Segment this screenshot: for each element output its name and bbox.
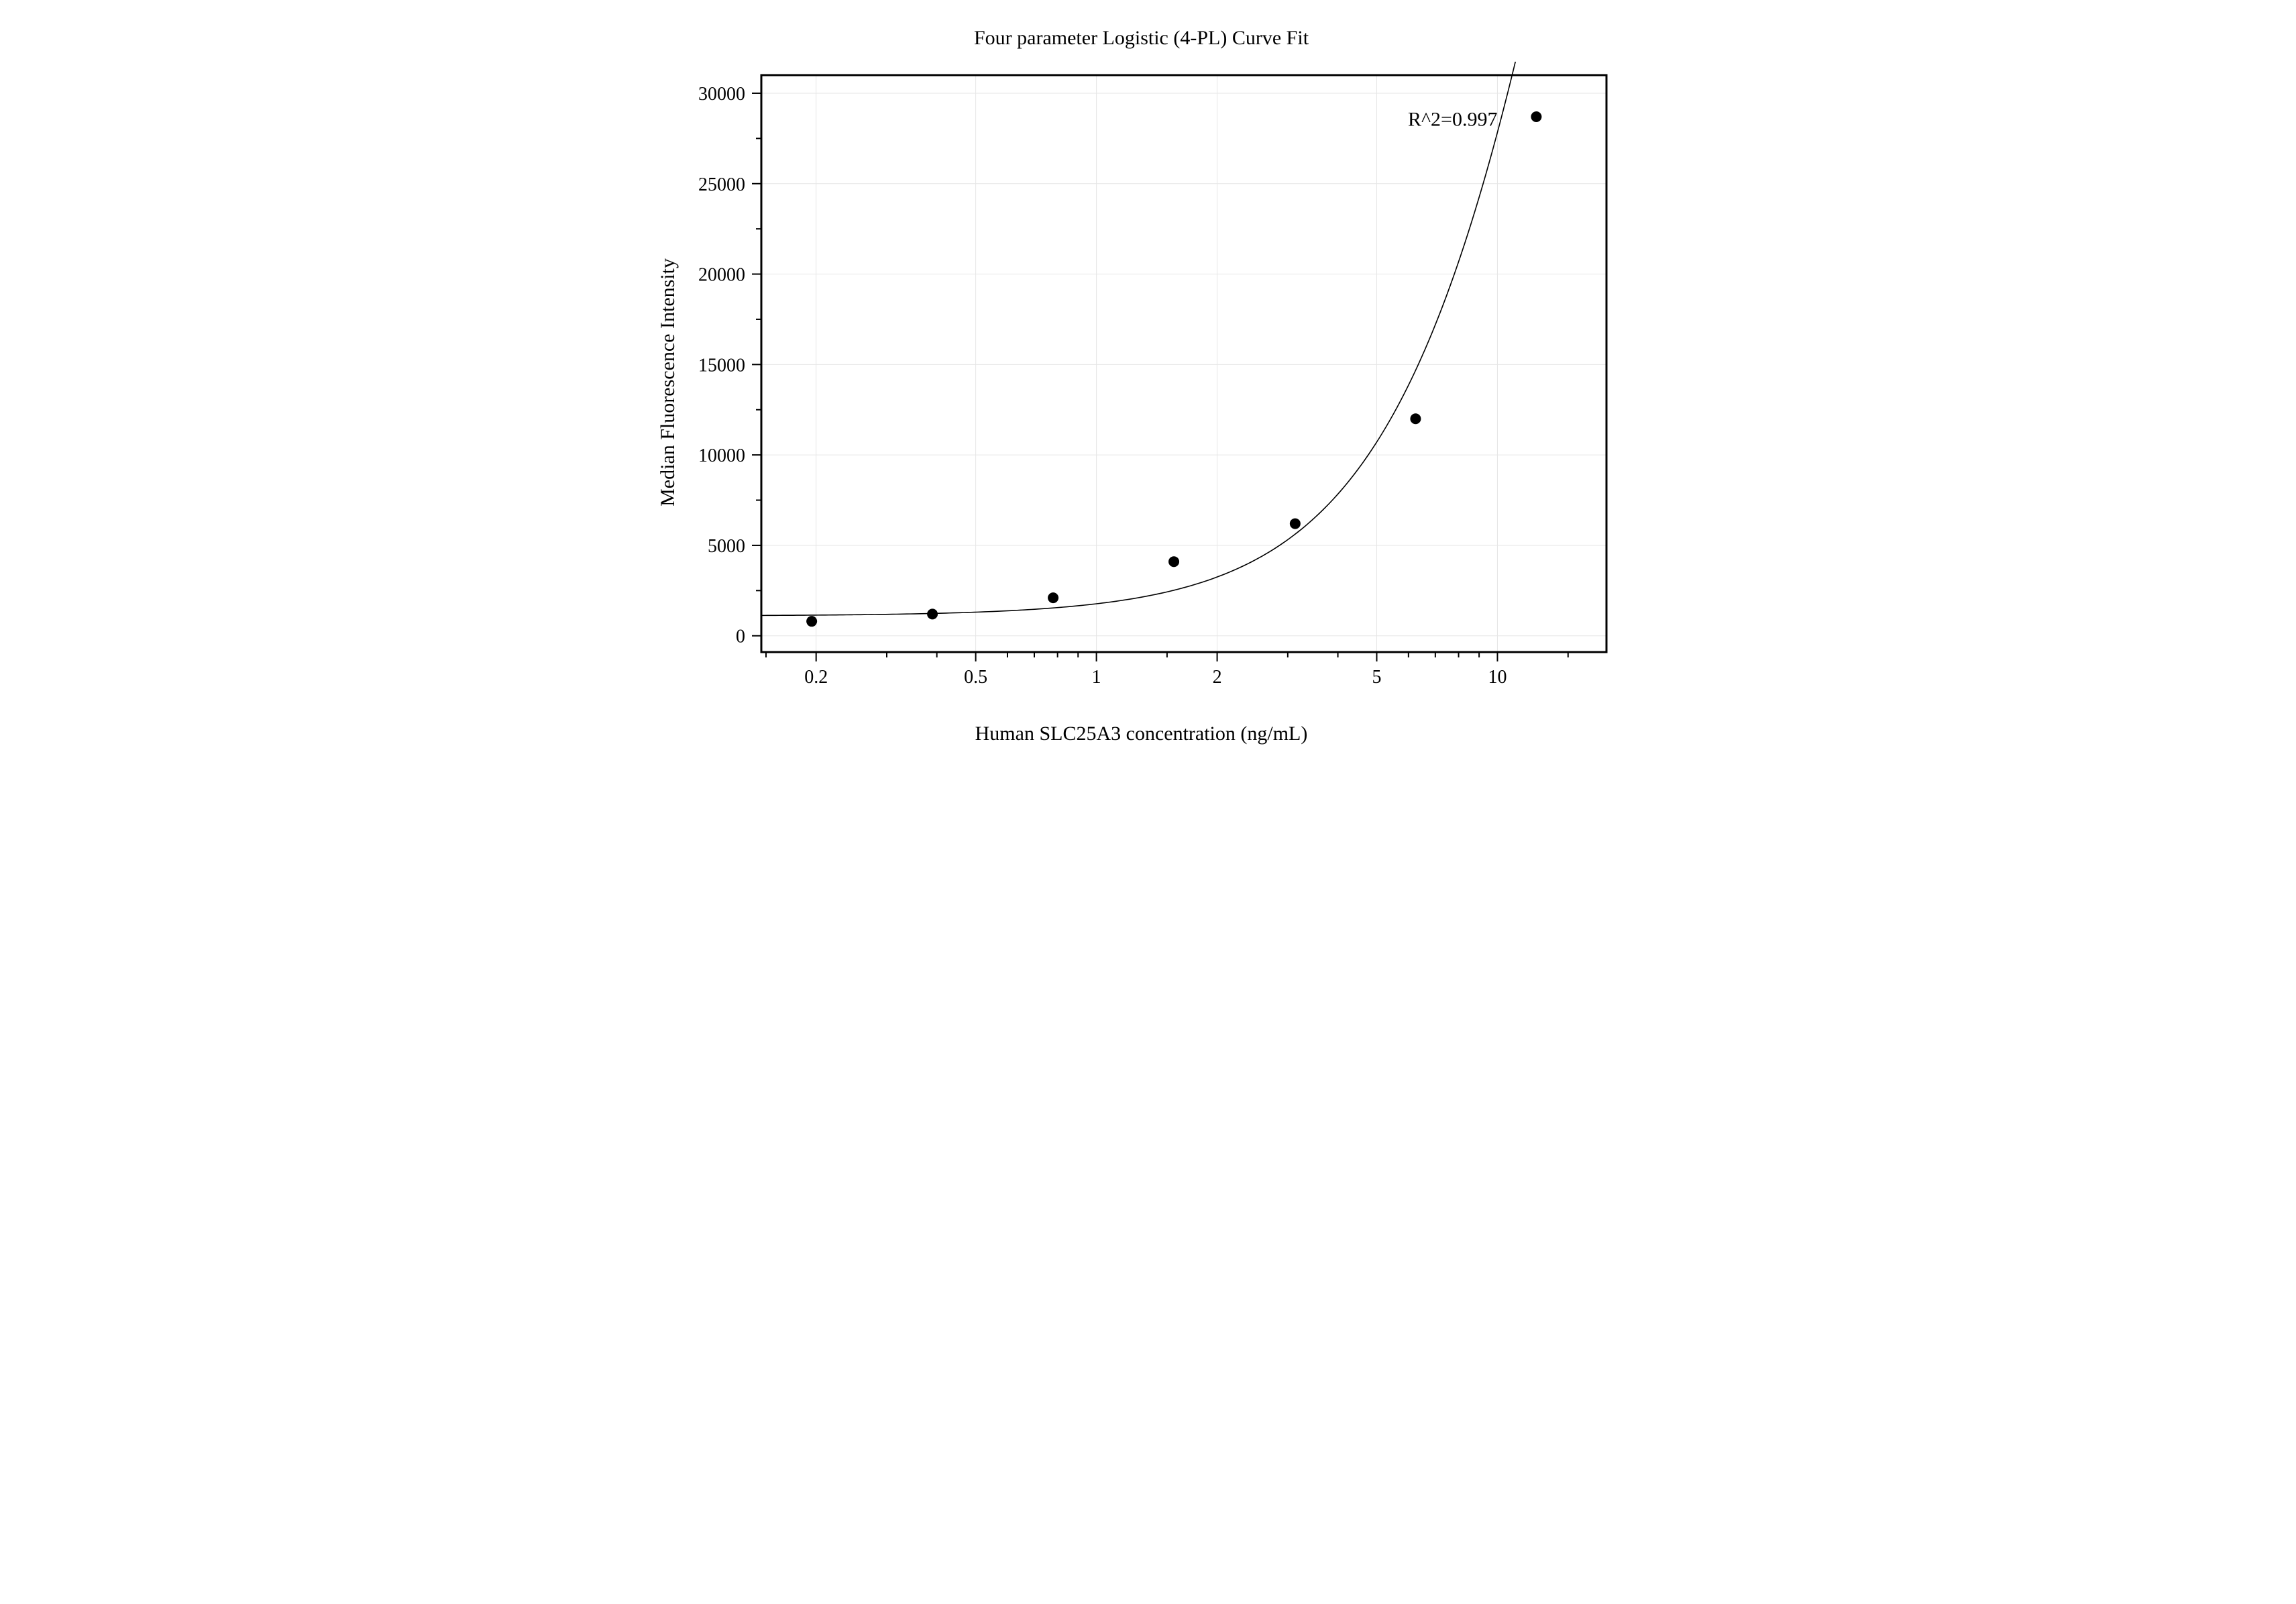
chart-container: Four parameter Logistic (4-PL) Curve Fit… [0, 0, 2296, 772]
y-tick-label: 5000 [708, 536, 745, 557]
x-axis-label: Human SLC25A3 concentration (ng/mL) [975, 723, 1308, 745]
plot-row: Median Fluorescence Intensity 0.2 0.5 1 2 5 1… [657, 62, 1627, 702]
x-tick-label: 1 [1091, 667, 1101, 688]
data-point [806, 616, 817, 627]
y-tick-label: 15000 [698, 355, 745, 376]
x-tick-label: 0.5 [964, 667, 987, 688]
x-tick-label: 0.2 [804, 667, 828, 688]
data-point [1048, 592, 1058, 603]
plot-svg: 0.2 0.5 1 2 5 10 0 5000 10000 15000 20000 25000 3000… [688, 62, 1627, 699]
x-tick-label: 2 [1212, 667, 1221, 688]
data-point [1168, 556, 1179, 567]
x-tick-label: 5 [1372, 667, 1381, 688]
data-point [1531, 111, 1541, 122]
y-tick-label: 10000 [698, 445, 745, 466]
chart-title: Four parameter Logistic (4-PL) Curve Fit [974, 27, 1309, 50]
data-point [927, 608, 938, 619]
plot-background [761, 75, 1606, 652]
y-tick-label: 25000 [698, 174, 745, 195]
data-point [1410, 413, 1421, 424]
r-squared-annotation: R^2=0.997 [1407, 108, 1497, 130]
y-tick-label: 20000 [698, 265, 745, 286]
y-tick-label: 0 [736, 627, 745, 647]
data-point [1289, 519, 1300, 529]
y-axis-label: Median Fluorescence Intensity [657, 258, 679, 506]
x-tick-label: 10 [1488, 667, 1507, 688]
svg-holder: 0.2 0.5 1 2 5 10 0 5000 10000 15000 20000 25000 3000… [688, 62, 1627, 702]
y-tick-label: 30000 [698, 84, 745, 105]
